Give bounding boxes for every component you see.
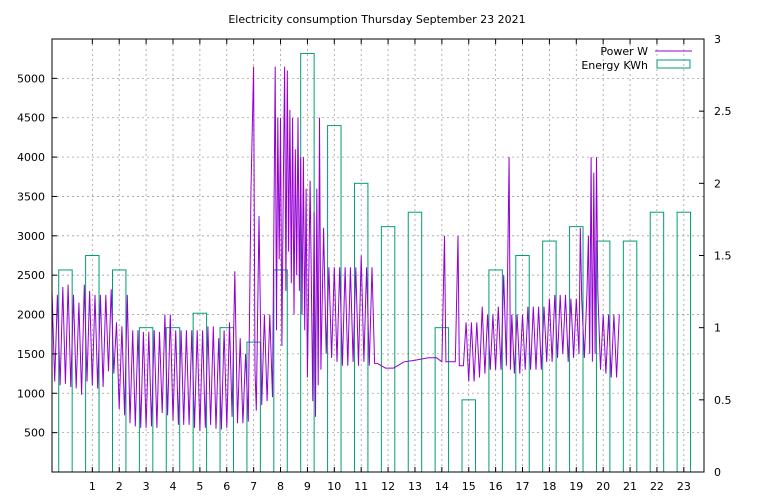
y-tick-label: 3500	[17, 190, 45, 203]
x-tick-label: 7	[250, 480, 257, 493]
axis-ticks: 1 2 3 4 5 6 7 8 9 10 11 12 13 14 15 16 17 18 19 20 21 22 23500…	[17, 33, 732, 493]
x-tick-label: 4	[169, 480, 176, 493]
x-tick-label: 19	[569, 480, 583, 493]
x-tick-label: 17	[516, 480, 530, 493]
x-tick-label: 2	[116, 480, 123, 493]
x-tick-label: 23	[677, 480, 691, 493]
x-tick-label: 8	[277, 480, 284, 493]
power-line	[51, 66, 620, 432]
y2-tick-label: 0	[714, 466, 721, 479]
x-tick-label: 12	[381, 480, 395, 493]
x-tick-label: 13	[408, 480, 422, 493]
y2-tick-label: 0.5	[714, 394, 732, 407]
y-tick-label: 5000	[17, 72, 45, 85]
chart-title: Electricity consumption Thursday Septemb…	[228, 13, 525, 26]
y2-tick-label: 1	[714, 322, 721, 335]
y-tick-label: 1500	[17, 348, 45, 361]
y-tick-label: 2000	[17, 309, 45, 322]
y-tick-label: 2500	[17, 269, 45, 282]
x-tick-label: 16	[489, 480, 503, 493]
y-tick-label: 4500	[17, 112, 45, 125]
x-tick-label: 15	[462, 480, 476, 493]
y2-tick-label: 3	[714, 33, 721, 46]
y-tick-label: 500	[24, 427, 45, 440]
x-tick-label: 11	[354, 480, 368, 493]
x-tick-label: 1	[89, 480, 96, 493]
x-tick-label: 6	[223, 480, 230, 493]
x-tick-label: 21	[623, 480, 637, 493]
plot-frame	[51, 38, 705, 473]
legend-energy-swatch	[656, 59, 691, 69]
legend: Power W Energy KWh	[581, 45, 692, 72]
x-tick-label: 14	[435, 480, 449, 493]
legend-power-label: Power W	[600, 45, 648, 58]
energy-box	[407, 211, 423, 473]
energy-box	[353, 182, 369, 473]
y2-tick-label: 2.5	[714, 105, 732, 118]
x-tick-label: 9	[304, 480, 311, 493]
y-tick-label: 3000	[17, 230, 45, 243]
x-tick-label: 20	[596, 480, 610, 493]
x-tick-label: 18	[542, 480, 556, 493]
y-tick-label: 1000	[17, 387, 45, 400]
x-tick-label: 10	[327, 480, 341, 493]
y2-tick-label: 1.5	[714, 250, 732, 263]
x-tick-label: 22	[650, 480, 664, 493]
x-tick-label: 3	[143, 480, 150, 493]
y-tick-label: 4000	[17, 151, 45, 164]
y2-tick-label: 2	[714, 177, 721, 190]
power-series-line	[51, 66, 620, 432]
x-tick-label: 5	[196, 480, 203, 493]
legend-energy-label: Energy KWh	[581, 59, 648, 72]
grid-lines	[52, 39, 704, 472]
